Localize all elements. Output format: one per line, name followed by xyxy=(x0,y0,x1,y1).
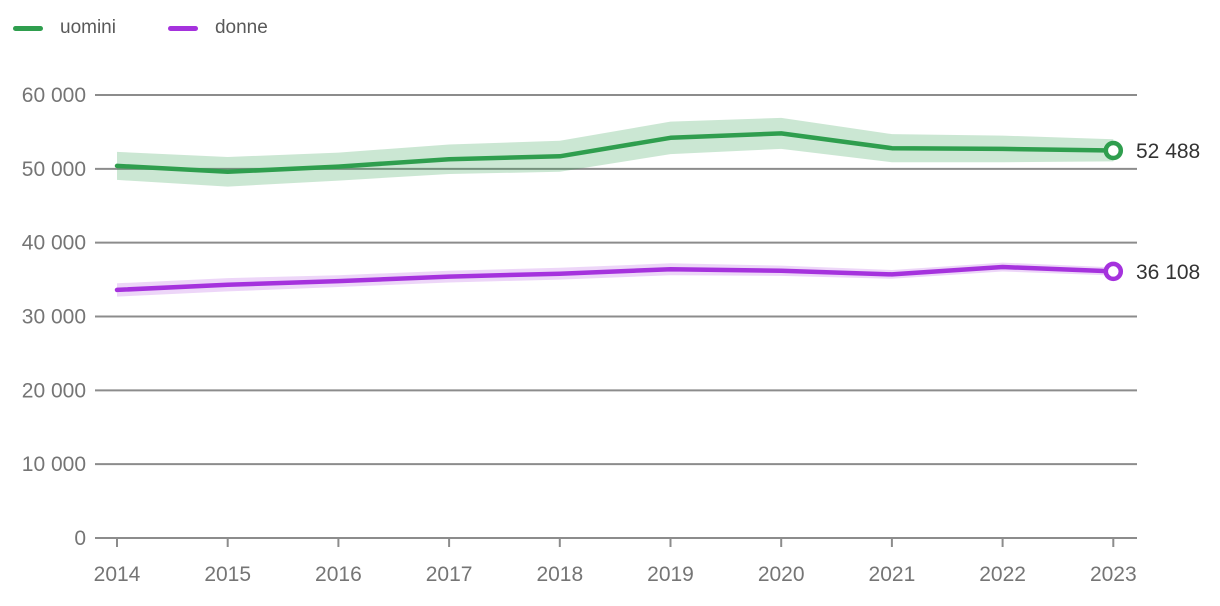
series-lines xyxy=(114,131,1116,293)
legend-item-donne[interactable]: donne xyxy=(167,17,268,39)
uomini-line-swatch xyxy=(13,25,43,31)
confidence-bands xyxy=(117,117,1114,297)
chart-legend: uomini donne xyxy=(13,17,268,39)
x-tick-label: 2016 xyxy=(315,563,362,586)
x-tick-label: 2020 xyxy=(758,563,805,586)
uomini-end-value-label: 52 488 xyxy=(1136,140,1200,163)
end-markers xyxy=(1103,140,1124,282)
x-tick-label: 2019 xyxy=(647,563,694,586)
legend-item-uomini[interactable]: uomini xyxy=(13,17,116,39)
x-tick-label: 2014 xyxy=(94,563,141,586)
x-tick-label: 2022 xyxy=(979,563,1026,586)
x-tick-label: 2023 xyxy=(1090,563,1137,586)
donne-confidence-band xyxy=(117,262,1114,297)
gridlines: 0 10 000 20 000 30 000 40 000 50 000 60 000 xyxy=(22,84,1137,550)
y-tick-label: 60 000 xyxy=(22,84,86,107)
uomini-confidence-band xyxy=(117,117,1114,187)
x-axis: 2014 2015 2016 2017 2018 2019 2020 2021 2022 2023 xyxy=(94,538,1137,586)
donne-line xyxy=(114,264,1116,293)
x-tick-label: 2021 xyxy=(869,563,916,586)
y-tick-label: 30 000 xyxy=(22,306,86,329)
x-tick-label: 2017 xyxy=(426,563,473,586)
y-tick-label: 50 000 xyxy=(22,158,86,181)
uomini-line xyxy=(114,131,1116,175)
x-tick-label: 2015 xyxy=(204,563,251,586)
x-tick-label: 2018 xyxy=(536,563,583,586)
legend-label-donne: donne xyxy=(214,17,268,38)
donne-line-swatch xyxy=(167,25,198,31)
uomini-end-marker[interactable] xyxy=(1103,140,1124,161)
y-tick-label: 0 xyxy=(74,527,86,550)
legend-label-uomini: uomini xyxy=(60,17,116,38)
y-tick-label: 20 000 xyxy=(22,379,86,402)
y-tick-label: 40 000 xyxy=(22,232,86,255)
donne-end-value-label: 36 108 xyxy=(1136,261,1200,284)
y-tick-label: 10 000 xyxy=(22,453,86,476)
donne-end-marker[interactable] xyxy=(1103,261,1124,282)
